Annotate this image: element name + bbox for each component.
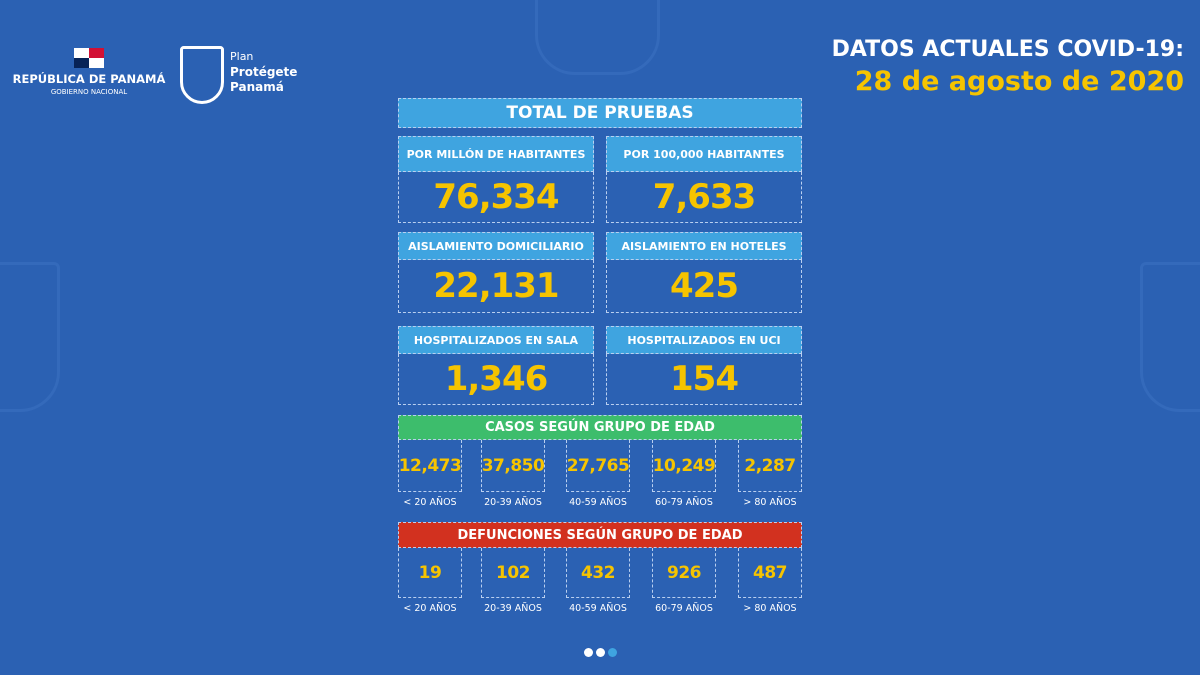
- stat-label: POR 100,000 HABITANTES: [606, 136, 802, 172]
- page-dot-3-active[interactable]: [608, 648, 617, 657]
- cases-age-label: 20-39 AÑOS: [484, 497, 542, 508]
- stat-value: 154: [606, 354, 802, 405]
- deaths-age-label: 20-39 AÑOS: [484, 603, 542, 614]
- page-dot-1[interactable]: [584, 648, 593, 657]
- republic-name: REPÚBLICA DE PANAMÁ: [12, 72, 166, 86]
- stat-label: AISLAMIENTO EN HOTELES: [606, 232, 802, 260]
- plan-line3: Panamá: [230, 80, 284, 94]
- background-shield-icon: [535, 0, 660, 75]
- deaths-age-value: 432: [566, 548, 630, 598]
- cases-by-age-title: CASOS SEGÚN GRUPO DE EDAD: [398, 415, 802, 440]
- cases-age-label: 60-79 AÑOS: [655, 497, 713, 508]
- stat-value: 1,346: [398, 354, 594, 405]
- panama-flag-icon: [74, 48, 104, 68]
- stat-value: 7,633: [606, 172, 802, 223]
- deaths-by-age-title: DEFUNCIONES SEGÚN GRUPO DE EDAD: [398, 522, 802, 548]
- deaths-age-value: 19: [398, 548, 462, 598]
- cases-age-value: 2,287: [738, 440, 802, 492]
- stat-label: POR MILLÓN DE HABITANTES: [398, 136, 594, 172]
- stat-value: 425: [606, 260, 802, 313]
- deaths-age-label: 60-79 AÑOS: [655, 603, 713, 614]
- plan-line2: Protégete: [230, 65, 298, 79]
- cases-age-label: 40-59 AÑOS: [569, 497, 627, 508]
- page-title: DATOS ACTUALES COVID-19:: [831, 37, 1184, 62]
- deaths-age-value: 926: [652, 548, 716, 598]
- stat-value: 76,334: [398, 172, 594, 223]
- page-dot-2[interactable]: [596, 648, 605, 657]
- report-date: 28 de agosto de 2020: [854, 66, 1184, 97]
- deaths-age-value: 102: [481, 548, 545, 598]
- cases-age-value: 37,850: [481, 440, 545, 492]
- stat-label: HOSPITALIZADOS EN UCI: [606, 326, 802, 354]
- cases-age-label: > 80 AÑOS: [743, 497, 797, 508]
- background-shield-icon: [0, 262, 60, 412]
- cases-age-value: 12,473: [398, 440, 462, 492]
- cases-age-value: 27,765: [566, 440, 630, 492]
- deaths-age-label: > 80 AÑOS: [743, 603, 797, 614]
- deaths-age-label: < 20 AÑOS: [403, 603, 457, 614]
- deaths-age-label: 40-59 AÑOS: [569, 603, 627, 614]
- plan-shield-icon: [180, 46, 224, 104]
- deaths-age-value: 487: [738, 548, 802, 598]
- cases-age-label: < 20 AÑOS: [403, 497, 457, 508]
- total-tests-title: TOTAL DE PRUEBAS: [398, 98, 802, 128]
- plan-line1: Plan: [230, 50, 254, 63]
- stat-label: HOSPITALIZADOS EN SALA: [398, 326, 594, 354]
- cases-age-value: 10,249: [652, 440, 716, 492]
- stat-value: 22,131: [398, 260, 594, 313]
- background-shield-icon: [1140, 262, 1200, 412]
- stat-label: AISLAMIENTO DOMICILIARIO: [398, 232, 594, 260]
- government-label: GOBIERNO NACIONAL: [50, 88, 128, 96]
